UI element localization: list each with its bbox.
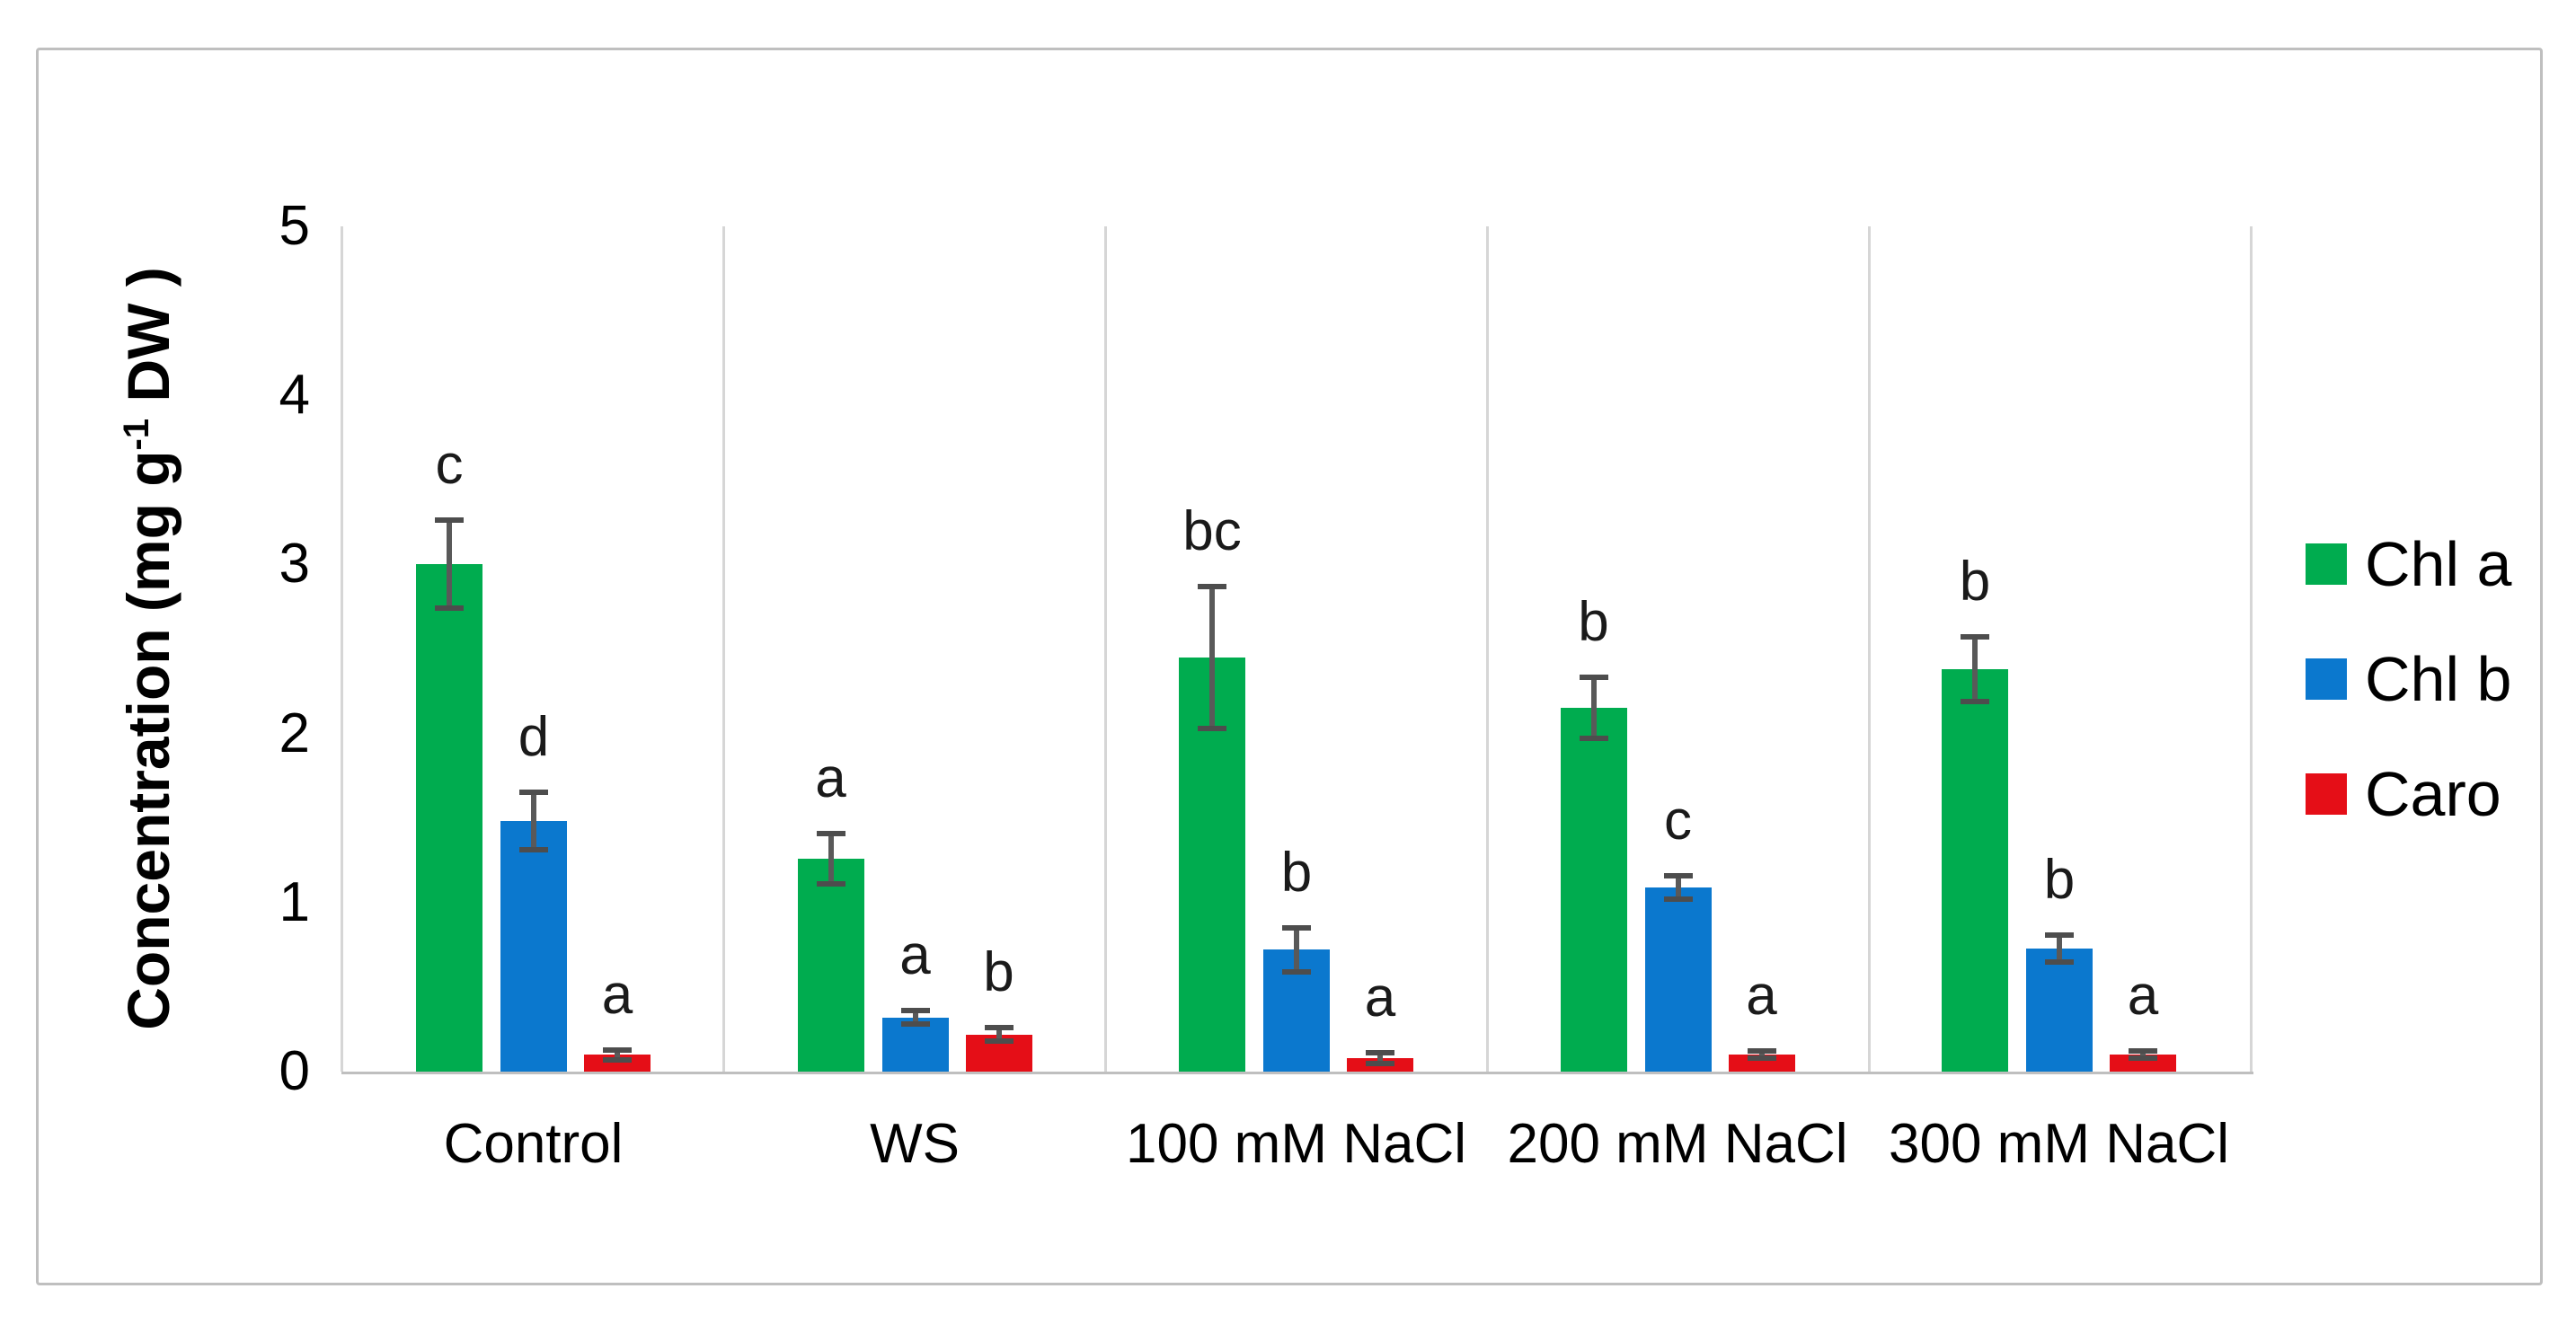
y-tick-label-4: 4 [279,364,310,427]
error-bar-cap-bottom [1366,1060,1394,1066]
category-separator-gridline [1103,226,1107,1072]
category-separator-gridline [721,226,725,1072]
error-bar-cap-bottom [1961,698,1989,704]
error-bar-cap-bottom [900,1021,930,1028]
error-bar-cap-bottom [1747,1055,1776,1061]
error-bar-chl-b-300-mm-nacl [2057,934,2062,962]
significance-letter-chl-a-ws: a [815,746,846,809]
legend-label-chl-b: Chl b [2365,644,2512,714]
y-tick-label-5: 5 [279,195,310,257]
error-bar-chl-b-control [531,792,536,851]
error-bar-cap-top [435,517,464,524]
error-bar-chl-b-200-mm-nacl [1675,875,1681,900]
error-bar-cap-top [816,830,845,836]
bar-caro-300-mm-nacl [2110,1055,2176,1072]
x-category-label-control: Control [443,1113,624,1175]
error-bar-cap-top [1961,634,1989,640]
x-category-label-100-mm-nacl: 100 mM NaCl [1126,1113,1466,1175]
significance-letter-chl-a-200-mm-nacl: b [1578,591,1609,654]
error-bar-cap-top [1747,1048,1776,1055]
bar-chl-b-300-mm-nacl [2026,948,2093,1072]
significance-letter-chl-b-100-mm-nacl: b [1280,842,1313,905]
error-bar-cap-bottom [1663,896,1693,903]
error-bar-chl-a-control [447,520,452,609]
y-tick-label-0: 0 [279,1040,310,1102]
significance-letter-chl-b-control: d [518,706,550,769]
y-tick-label-1: 1 [279,870,310,933]
y-tick-label-3: 3 [279,533,310,596]
error-bar-cap-top [603,1046,632,1053]
error-bar-cap-bottom [2045,958,2074,965]
legend-item-chl-b: Chl b [2306,643,2511,715]
bar-chl-b-200-mm-nacl [1644,887,1712,1072]
y-axis-title-superscript: -1 [117,418,156,451]
legend-swatch-chl-b [2306,658,2347,700]
category-separator-gridline [1485,226,1489,1072]
error-bar-cap-top [1282,925,1311,931]
y-tick-label-2: 2 [279,702,310,764]
error-bar-cap-bottom [1282,968,1311,975]
error-bar-cap-top [1663,872,1693,878]
error-bar-cap-bottom [1198,725,1226,731]
error-bar-cap-top [984,1025,1014,1031]
x-category-label-300-mm-nacl: 300 mM NaCl [1889,1113,2229,1175]
x-category-label-200-mm-nacl: 200 mM NaCl [1507,1113,1848,1175]
bar-caro-200-mm-nacl [1728,1055,1795,1072]
x-axis-line [341,1072,2253,1074]
error-bar-cap-bottom [519,847,548,853]
legend-label-caro: Caro [2365,759,2501,829]
error-bar-cap-bottom [603,1056,632,1063]
significance-letter-chl-b-200-mm-nacl: c [1664,789,1692,852]
significance-letter-caro-300-mm-nacl: a [2127,965,2159,1028]
error-bar-chl-b-ws [912,1011,918,1025]
significance-letter-caro-100-mm-nacl: a [1364,967,1396,1029]
error-bar-cap-top [519,790,548,796]
bar-chl-a-200-mm-nacl [1560,708,1627,1072]
bar-chl-a-ws [797,858,864,1072]
error-bar-chl-a-100-mm-nacl [1209,586,1215,728]
error-bar-cap-top [1198,583,1226,589]
bar-caro-control [584,1055,651,1072]
error-bar-caro-200-mm-nacl [1758,1051,1765,1058]
y-axis-line [340,226,343,1072]
significance-letter-caro-control: a [601,963,633,1026]
error-bar-cap-bottom [2129,1055,2157,1061]
error-bar-chl-a-ws [828,833,834,885]
error-bar-caro-ws [996,1028,1002,1042]
error-bar-caro-300-mm-nacl [2140,1051,2146,1058]
significance-letter-chl-a-100-mm-nacl: bc [1182,499,1242,562]
error-bar-cap-top [2129,1048,2157,1055]
error-bar-caro-100-mm-nacl [1377,1053,1383,1064]
legend-swatch-chl-a [2306,543,2347,585]
error-bar-cap-bottom [435,605,464,612]
error-bar-chl-b-100-mm-nacl [1294,928,1299,972]
error-bar-chl-a-300-mm-nacl [1972,637,1978,702]
error-bar-cap-top [2045,931,2074,938]
error-bar-caro-control [615,1049,620,1060]
legend-item-chl-a: Chl a [2306,528,2511,600]
error-bar-cap-bottom [816,881,845,887]
error-bar-cap-bottom [984,1038,1014,1045]
bar-chl-a-300-mm-nacl [1942,669,2008,1072]
error-bar-cap-bottom [1579,736,1608,742]
significance-letter-chl-b-ws: a [899,924,931,987]
bar-chl-b-control [500,821,567,1072]
error-bar-chl-a-200-mm-nacl [1590,677,1597,739]
error-bar-cap-top [900,1008,930,1014]
category-separator-gridline [1867,226,1871,1072]
legend-swatch-caro [2306,773,2347,815]
bar-chl-a-control [416,564,482,1072]
significance-letter-chl-a-300-mm-nacl: b [1959,551,1991,614]
category-separator-gridline [2249,226,2253,1072]
significance-letter-chl-b-300-mm-nacl: b [2043,848,2076,911]
legend-item-caro: Caro [2306,758,2501,830]
significance-letter-caro-200-mm-nacl: a [1746,965,1777,1028]
legend-label-chl-a: Chl a [2365,529,2512,599]
significance-letter-caro-ws: b [983,941,1014,1004]
significance-letter-chl-a-control: c [435,434,464,497]
x-category-label-ws: WS [870,1113,960,1175]
error-bar-cap-top [1366,1050,1394,1056]
error-bar-cap-top [1579,675,1608,681]
